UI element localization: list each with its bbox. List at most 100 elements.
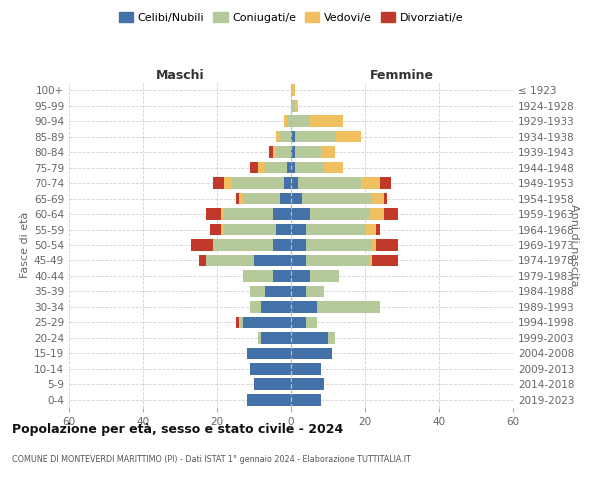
Bar: [302, 193, 373, 204]
Bar: [306, 224, 365, 235]
Bar: [291, 316, 306, 328]
Bar: [291, 348, 332, 359]
Bar: [191, 239, 214, 251]
Bar: [258, 162, 265, 173]
Bar: [291, 208, 310, 220]
Bar: [295, 131, 335, 142]
Bar: [317, 301, 380, 312]
Bar: [373, 193, 383, 204]
Bar: [272, 239, 291, 251]
Bar: [284, 178, 291, 189]
Text: COMUNE DI MONTEVERDI MARITTIMO (PI) - Dati ISTAT 1° gennaio 2024 - Elaborazione : COMUNE DI MONTEVERDI MARITTIMO (PI) - Da…: [12, 455, 411, 464]
Bar: [306, 286, 325, 297]
Bar: [291, 131, 295, 142]
Text: Maschi: Maschi: [155, 68, 205, 82]
Bar: [310, 116, 343, 127]
Bar: [291, 394, 320, 406]
Bar: [291, 332, 328, 344]
Bar: [291, 301, 317, 312]
Bar: [235, 193, 239, 204]
Bar: [335, 131, 361, 142]
Bar: [291, 363, 320, 374]
Bar: [295, 162, 325, 173]
Bar: [373, 254, 398, 266]
Bar: [295, 100, 298, 112]
Bar: [298, 178, 361, 189]
Bar: [232, 178, 284, 189]
Bar: [373, 239, 376, 251]
Bar: [250, 162, 258, 173]
Bar: [291, 239, 306, 251]
Bar: [206, 254, 254, 266]
Bar: [383, 208, 398, 220]
Bar: [258, 332, 262, 344]
Bar: [376, 239, 398, 251]
Bar: [254, 254, 291, 266]
Bar: [291, 100, 295, 112]
Bar: [291, 378, 325, 390]
Bar: [276, 131, 280, 142]
Bar: [320, 146, 335, 158]
Bar: [224, 178, 232, 189]
Bar: [376, 224, 380, 235]
Bar: [209, 224, 221, 235]
Bar: [365, 224, 376, 235]
Legend: Celibi/Nubili, Coniugati/e, Vedovi/e, Divorziati/e: Celibi/Nubili, Coniugati/e, Vedovi/e, Di…: [115, 8, 467, 28]
Bar: [272, 270, 291, 282]
Bar: [291, 270, 310, 282]
Bar: [291, 254, 306, 266]
Y-axis label: Fasce di età: Fasce di età: [20, 212, 30, 278]
Bar: [383, 193, 387, 204]
Bar: [310, 208, 368, 220]
Bar: [206, 208, 221, 220]
Bar: [235, 316, 239, 328]
Bar: [368, 254, 373, 266]
Bar: [250, 301, 262, 312]
Bar: [287, 162, 291, 173]
Bar: [224, 224, 276, 235]
Bar: [214, 239, 272, 251]
Text: Femmine: Femmine: [370, 68, 434, 82]
Bar: [262, 301, 291, 312]
Bar: [250, 286, 265, 297]
Bar: [221, 224, 224, 235]
Bar: [265, 286, 291, 297]
Bar: [272, 146, 276, 158]
Bar: [284, 116, 287, 127]
Bar: [272, 208, 291, 220]
Bar: [291, 162, 295, 173]
Bar: [269, 146, 272, 158]
Bar: [287, 116, 291, 127]
Bar: [328, 332, 335, 344]
Bar: [199, 254, 206, 266]
Bar: [239, 316, 243, 328]
Text: Popolazione per età, sesso e stato civile - 2024: Popolazione per età, sesso e stato civil…: [12, 422, 343, 436]
Bar: [306, 254, 368, 266]
Bar: [265, 162, 287, 173]
Bar: [262, 332, 291, 344]
Bar: [306, 239, 373, 251]
Bar: [361, 178, 380, 189]
Bar: [380, 178, 391, 189]
Bar: [291, 84, 295, 96]
Bar: [291, 146, 295, 158]
Bar: [306, 316, 317, 328]
Bar: [221, 208, 224, 220]
Bar: [243, 270, 272, 282]
Bar: [254, 378, 291, 390]
Bar: [295, 146, 320, 158]
Bar: [291, 193, 302, 204]
Bar: [276, 146, 291, 158]
Bar: [214, 178, 224, 189]
Bar: [325, 162, 343, 173]
Bar: [243, 193, 280, 204]
Bar: [291, 178, 298, 189]
Y-axis label: Anni di nascita: Anni di nascita: [569, 204, 579, 286]
Bar: [276, 224, 291, 235]
Bar: [368, 208, 383, 220]
Bar: [247, 348, 291, 359]
Bar: [239, 193, 243, 204]
Bar: [310, 270, 339, 282]
Bar: [291, 286, 306, 297]
Bar: [291, 116, 310, 127]
